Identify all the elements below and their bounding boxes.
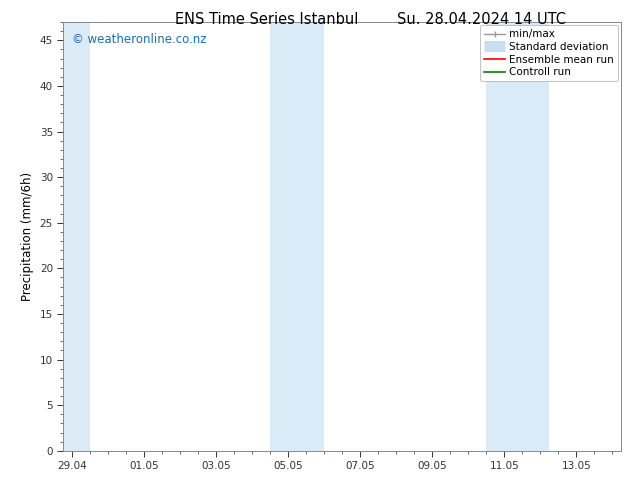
Bar xyxy=(270,22,325,451)
Legend: min/max, Standard deviation, Ensemble mean run, Controll run: min/max, Standard deviation, Ensemble me… xyxy=(480,25,618,81)
Text: Su. 28.04.2024 14 UTC: Su. 28.04.2024 14 UTC xyxy=(398,12,566,27)
Bar xyxy=(63,22,91,451)
Text: © weatheronline.co.nz: © weatheronline.co.nz xyxy=(72,33,206,46)
Bar xyxy=(486,22,549,451)
Y-axis label: Precipitation (mm/6h): Precipitation (mm/6h) xyxy=(21,172,34,301)
Text: ENS Time Series Istanbul: ENS Time Series Istanbul xyxy=(174,12,358,27)
